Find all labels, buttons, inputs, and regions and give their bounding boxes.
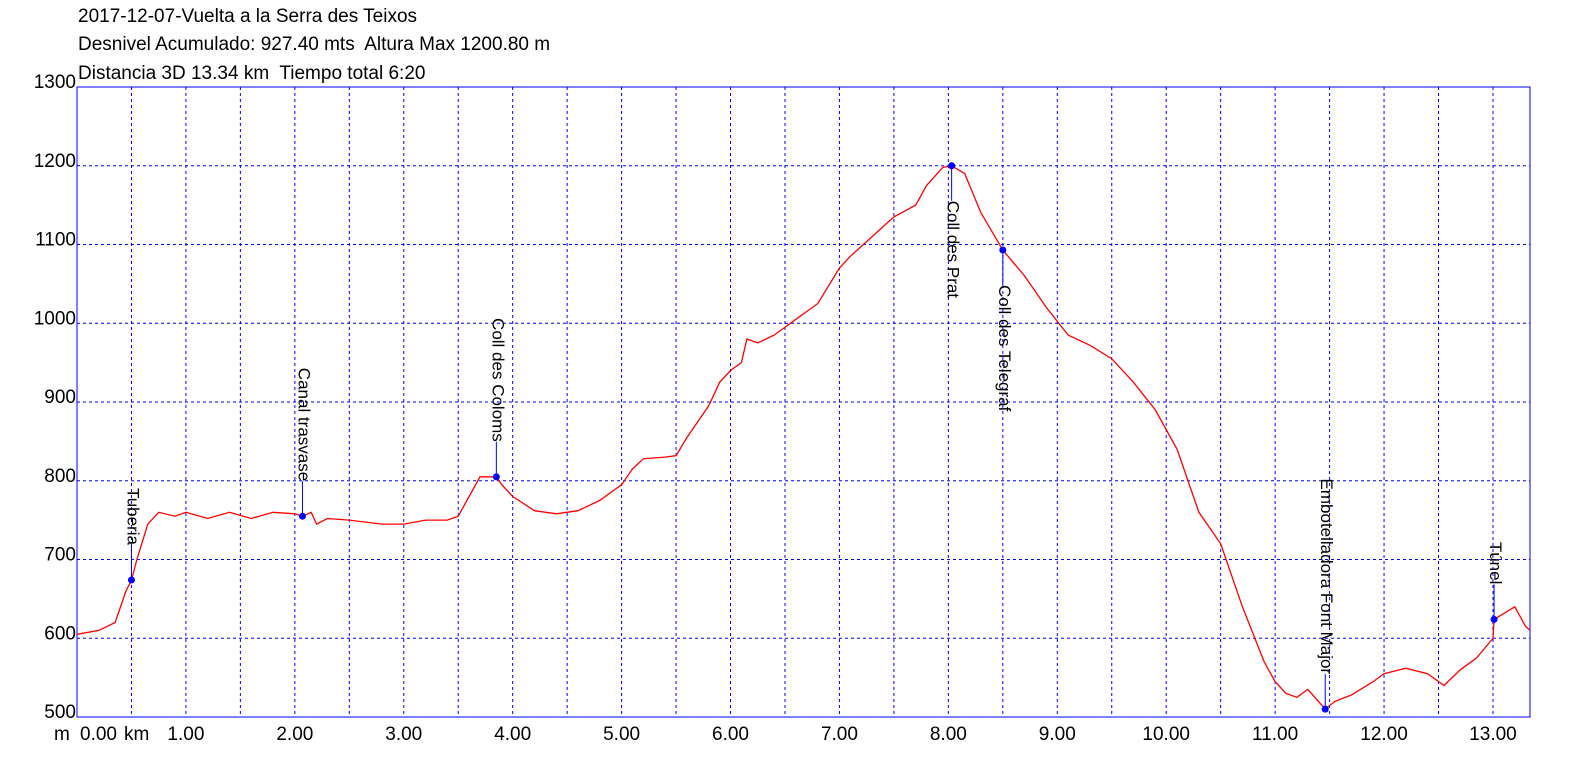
waypoint <box>127 576 135 584</box>
y-unit: m <box>54 724 70 745</box>
x-tick-label: 4.00 <box>494 724 531 745</box>
plot-frame <box>76 86 1531 718</box>
y-tick-label: 1100 <box>35 230 76 251</box>
x-tick-label: 5.00 <box>603 724 640 745</box>
waypoint-label: Canal trasvase <box>294 368 313 481</box>
x-unit: km <box>124 724 149 745</box>
x-tick-label: 3.00 <box>385 724 422 745</box>
waypoint <box>948 162 956 170</box>
waypoint-label: Túnel <box>1486 542 1505 585</box>
waypoint-label: Coll des Prat <box>944 201 963 299</box>
y-tick-label: 1300 <box>34 72 76 93</box>
waypoint <box>1490 615 1498 623</box>
y-tick-label: 1000 <box>34 308 76 329</box>
waypoint-label: Coll des Telegraf <box>995 285 1014 412</box>
waypoint <box>492 473 500 481</box>
y-tick-label: 700 <box>44 545 76 566</box>
x-tick-label: 11.00 <box>1252 724 1298 745</box>
waypoint-label: Tuberia <box>123 488 142 546</box>
x-tick-label: 6.00 <box>712 724 749 745</box>
x-tick-label: 13.00 <box>1469 724 1517 745</box>
y-tick-label: 1200 <box>34 151 76 172</box>
title-line: Distancia 3D 13.34 km Tiempo total 6:20 <box>78 63 425 84</box>
waypoint-label: Embotelladora Font Major <box>1317 479 1336 675</box>
x-tick-label: 12.00 <box>1360 724 1408 745</box>
y-tick-label: 600 <box>44 623 76 644</box>
title-line: 2017-12-07-Vuelta a la Serra des Teixos <box>78 6 417 27</box>
waypoint <box>999 246 1007 254</box>
x-tick-label: 7.00 <box>821 724 858 745</box>
waypoint <box>1321 705 1329 713</box>
waypoint-label: Coll des Coloms <box>488 318 507 442</box>
y-tick-label: 500 <box>44 702 76 723</box>
waypoint <box>298 512 306 520</box>
x-tick-label: 10.00 <box>1142 724 1190 745</box>
x-tick-label: 9.00 <box>1039 724 1076 745</box>
y-tick-label: 900 <box>44 387 76 408</box>
x-tick-label: 1.00 <box>167 724 204 745</box>
y-tick-label: 800 <box>44 466 76 487</box>
x-tick-label: 2.00 <box>276 724 313 745</box>
title-line: Desnivel Acumulado: 927.40 mts Altura Ma… <box>78 34 550 55</box>
x-tick-label: 0.00 <box>80 724 117 745</box>
x-tick-label: 8.00 <box>930 724 967 745</box>
